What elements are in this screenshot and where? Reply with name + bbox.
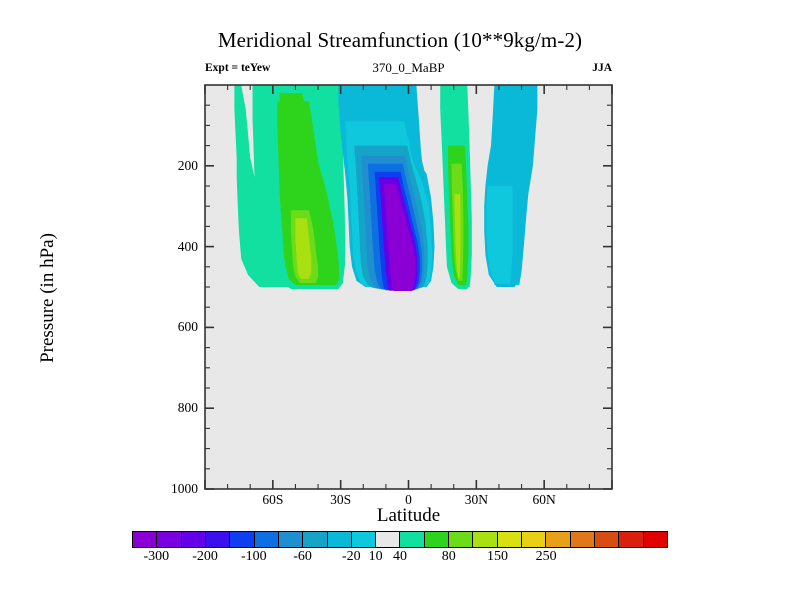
x-tick-label: 30S [330,492,352,507]
colorbar: -300 -200 -100 -60 -20 10 40 80 150 250 [0,531,800,571]
colorbar-cell [619,532,644,547]
season-label: JJA [592,62,612,74]
colorbar-cell [473,532,498,547]
run-label: 370_0_MaBP [372,60,445,75]
x-tick-label: 0 [405,492,412,507]
chart-subtitle-row: Expt = teYew 370_0_MaBP JJA [205,60,612,78]
colorbar-cell [303,532,328,547]
y-tick-label: 400 [177,238,198,254]
chart-title: Meridional Streamfunction (10**9kg/m-2) [217,28,583,52]
colorbar-cell [497,532,522,547]
x-axis-ticks: 60S 30S 0 30N 60N [0,492,800,512]
colorbar-cell [449,532,474,547]
colorbar-cell [327,532,352,547]
colorbar-cell [157,532,182,547]
colorbar-tick-label: 250 [535,549,557,564]
colorbar-cell [546,532,571,547]
colorbar-cell [424,532,450,547]
y-tick-label: 1000 [171,481,198,496]
colorbar-tick-label: 80 [441,549,456,564]
colorbar-tick-label: -60 [293,549,312,564]
colorbar-cell [594,532,620,547]
colorbar-tick-label: 40 [393,549,407,564]
y-axis-ticks: 200 400 600 800 1000 [140,0,198,600]
colorbar-tick-label: -300 [143,549,170,564]
colorbar-cell [278,532,304,547]
colorbar-cell [570,532,595,547]
colorbar-tick-label: -100 [240,549,267,564]
colorbar-tick-label: -20 [341,549,361,564]
colorbar-cell [376,532,401,547]
colorbar-tick-label: -200 [192,549,218,564]
x-tick-label: 30N [464,492,488,507]
colorbar-cell [133,532,158,547]
x-axis-label: Latitude [376,505,441,526]
x-tick-label: 60N [532,492,556,507]
colorbar-cell [400,532,425,547]
colorbar-cell [181,532,206,547]
colorbar-cell [643,532,667,547]
colorbar-swatches [132,531,668,548]
experiment-label: Expt = teYew [205,62,271,74]
colorbar-tick-label: 10 [368,549,383,564]
colorbar-cell [230,532,255,547]
colorbar-cell [254,532,279,547]
colorbar-cell [351,532,377,547]
y-tick-label: 800 [177,400,198,416]
y-tick-label: 200 [177,157,198,173]
colorbar-cell [205,532,231,547]
colorbar-cell [522,532,547,547]
x-tick-label: 60S [262,492,284,507]
colorbar-tick-label: 150 [486,549,508,564]
y-tick-label: 600 [177,319,198,335]
